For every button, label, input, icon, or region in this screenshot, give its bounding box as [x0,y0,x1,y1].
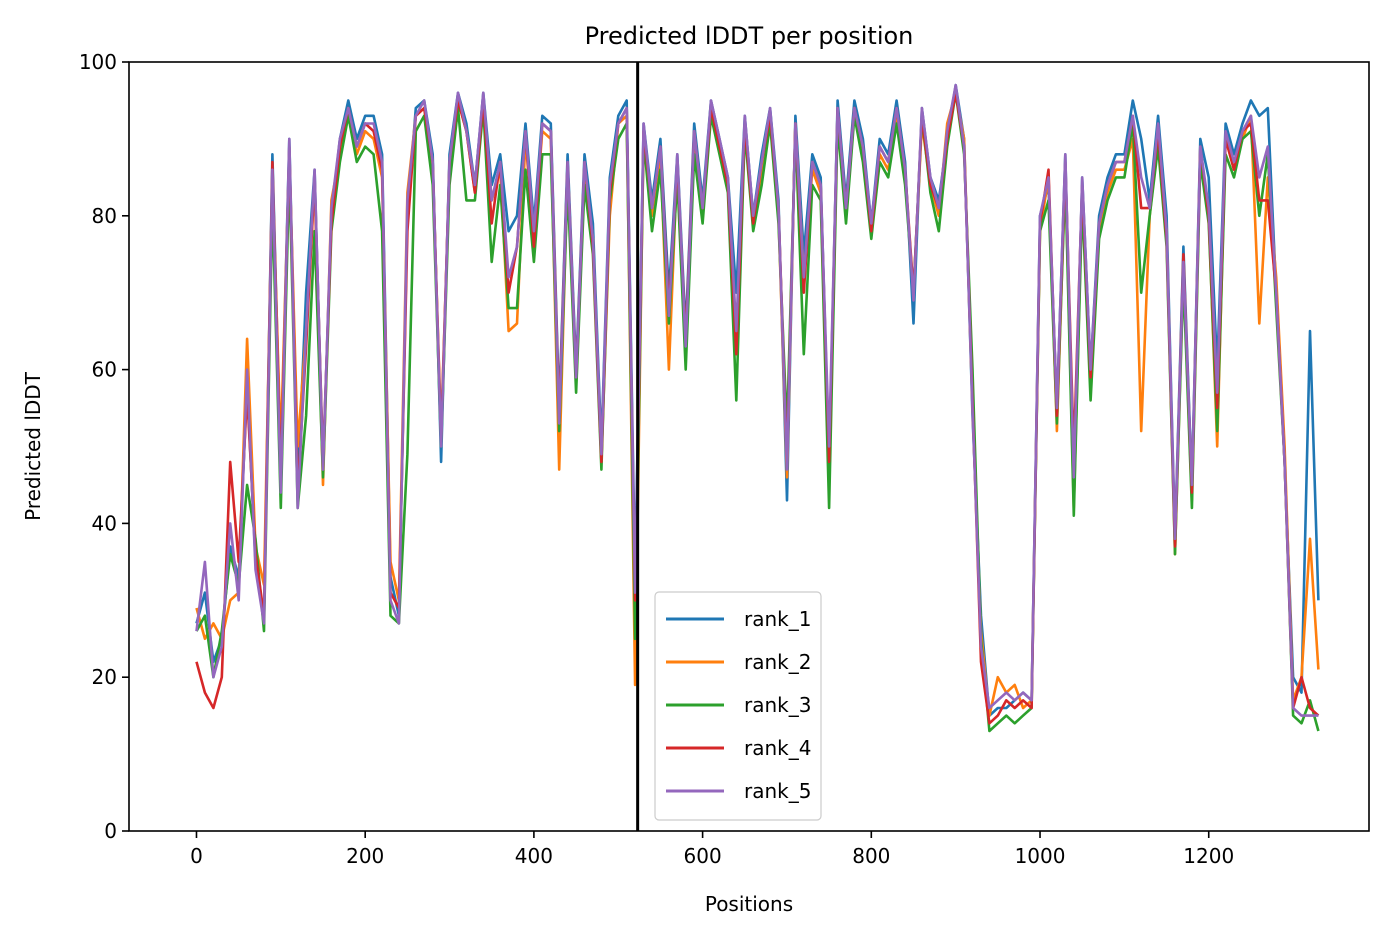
x-axis: 0 200 400 600 800 1000 1200 [190,831,1234,868]
y-axis: 0 20 40 60 80 100 [79,50,129,843]
legend-label: rank_3 [744,693,811,717]
y-tick-label: 80 [92,204,117,228]
y-tick-label: 40 [92,511,117,535]
legend-label: rank_4 [744,736,811,760]
y-axis-title: Predicted lDDT [21,371,45,521]
x-tick-label: 200 [346,844,384,868]
series-lines [195,83,1320,733]
legend: rank_1 rank_2 rank_3 rank_4 rank_5 [654,591,822,821]
axes-frame [128,61,1370,832]
x-tick-label: 1000 [1015,844,1066,868]
x-tick-label: 1200 [1183,844,1234,868]
y-tick-label: 100 [79,50,117,74]
chart-title: Predicted lDDT per position [585,22,914,50]
x-tick-label: 800 [852,844,890,868]
legend-box [654,591,822,821]
x-tick-label: 0 [190,844,203,868]
plot-area [128,61,1370,832]
x-axis-title: Positions [705,892,793,916]
y-tick-label: 0 [104,819,117,843]
x-tick-label: 400 [515,844,553,868]
legend-label: rank_2 [744,650,811,674]
series-line-rank-5 [195,83,1319,717]
x-tick-label: 600 [684,844,722,868]
y-tick-label: 20 [92,665,117,689]
legend-label: rank_5 [744,779,811,803]
y-tick-label: 60 [92,358,117,382]
legend-label: rank_1 [744,607,811,631]
